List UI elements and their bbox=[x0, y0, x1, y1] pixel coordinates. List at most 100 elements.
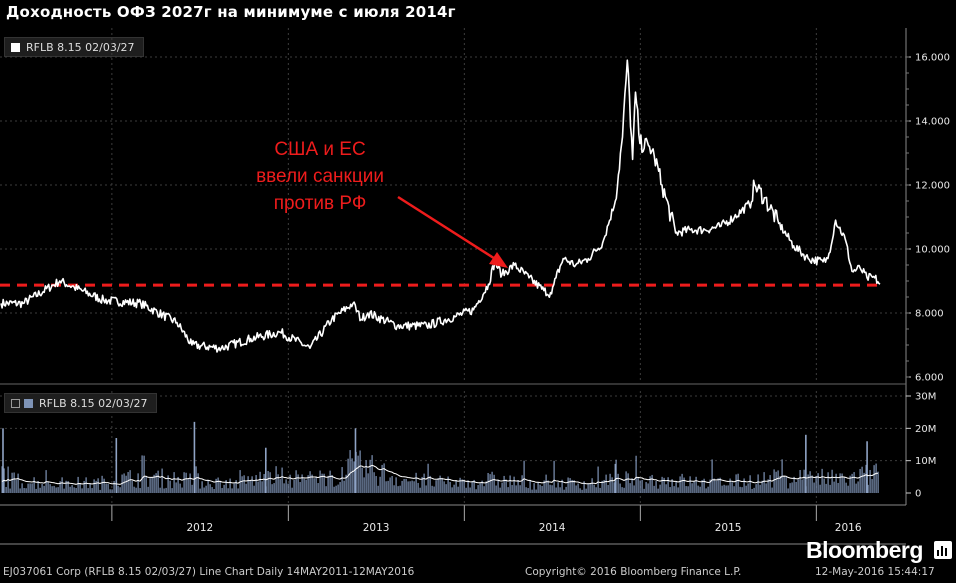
volume-bar bbox=[447, 476, 449, 493]
volume-bar bbox=[469, 487, 471, 493]
volume-bar bbox=[23, 487, 25, 493]
year-label: 2016 bbox=[835, 522, 862, 534]
volume-bar bbox=[699, 486, 701, 493]
volume-bar bbox=[693, 481, 695, 493]
volume-bar bbox=[877, 471, 879, 493]
volume-bar bbox=[873, 465, 875, 493]
volume-bar bbox=[645, 482, 647, 493]
volume-legend-label: RFLB 8.15 02/03/27 bbox=[39, 396, 148, 410]
volume-bar bbox=[311, 474, 313, 493]
annotation-line-2: ввели санкции bbox=[256, 166, 384, 187]
volume-bar bbox=[139, 488, 141, 493]
volume-bar bbox=[47, 482, 49, 493]
annotation-arrow bbox=[397, 195, 501, 264]
volume-bar bbox=[357, 455, 359, 493]
volume-bar bbox=[433, 486, 435, 493]
volume-bar bbox=[185, 472, 187, 493]
volume-bar bbox=[707, 486, 709, 493]
volume-bar bbox=[423, 473, 425, 493]
volume-bar bbox=[67, 481, 69, 493]
volume-bar bbox=[363, 477, 365, 493]
volume-bar bbox=[287, 483, 289, 493]
volume-bar bbox=[631, 478, 633, 493]
volume-bar bbox=[11, 472, 13, 493]
volume-bar bbox=[763, 472, 765, 493]
volume-bar bbox=[151, 477, 153, 493]
volume-bar bbox=[57, 487, 59, 493]
volume-bar bbox=[381, 464, 383, 493]
volume-bar bbox=[61, 477, 63, 493]
volume-bar bbox=[717, 478, 719, 493]
volume-bar bbox=[807, 474, 809, 493]
volume-bar bbox=[809, 471, 811, 493]
volume-bar bbox=[351, 458, 353, 493]
volume-bar bbox=[743, 478, 745, 493]
volume-bar bbox=[559, 487, 561, 493]
volume-bar bbox=[657, 488, 659, 493]
volume-bar bbox=[583, 481, 585, 493]
volume-bar bbox=[481, 480, 483, 493]
volume-bar bbox=[679, 476, 681, 493]
volume-bar bbox=[421, 476, 423, 493]
volume-bar bbox=[129, 470, 131, 493]
volume-bar bbox=[865, 464, 867, 493]
volume-bar bbox=[269, 472, 271, 493]
volume-bar bbox=[277, 474, 279, 493]
volume-bar bbox=[19, 488, 21, 493]
volume-bar bbox=[823, 478, 825, 493]
volume-bar bbox=[263, 474, 265, 493]
volume-bar-peak bbox=[866, 441, 868, 493]
volume-bar bbox=[283, 483, 285, 493]
volume-bar bbox=[829, 484, 831, 493]
volume-bar bbox=[133, 486, 135, 493]
volume-bar bbox=[531, 489, 533, 493]
volume-bar bbox=[247, 476, 249, 493]
volume-bar bbox=[607, 484, 609, 493]
volume-bar bbox=[603, 479, 605, 493]
volume-bar bbox=[621, 487, 623, 493]
volume-bar bbox=[195, 466, 197, 493]
volume-bar bbox=[853, 472, 855, 493]
volume-tick-label: 30M bbox=[915, 392, 936, 403]
volume-bar bbox=[333, 486, 335, 493]
volume-bar bbox=[159, 487, 161, 493]
volume-bar bbox=[813, 482, 815, 493]
volume-bar bbox=[507, 487, 509, 493]
volume-bar bbox=[845, 482, 847, 493]
volume-bar bbox=[145, 476, 147, 493]
volume-bar bbox=[127, 472, 129, 493]
volume-bar bbox=[691, 483, 693, 493]
volume-bar bbox=[107, 483, 109, 493]
volume-bar bbox=[341, 467, 343, 493]
volume-bar bbox=[187, 478, 189, 493]
volume-tick-label: 10M bbox=[915, 456, 936, 467]
volume-bar bbox=[769, 475, 771, 493]
volume-bar bbox=[569, 478, 571, 493]
volume-bar bbox=[95, 480, 97, 493]
volume-bar bbox=[493, 474, 495, 493]
volume-bar bbox=[251, 476, 253, 493]
volume-bar bbox=[729, 478, 731, 493]
volume-bar bbox=[327, 475, 329, 493]
volume-bar bbox=[97, 478, 99, 493]
volume-bar bbox=[591, 478, 593, 493]
volume-bar bbox=[221, 488, 223, 493]
volume-bar bbox=[449, 481, 451, 493]
volume-bar bbox=[533, 483, 535, 493]
volume-bar bbox=[209, 484, 211, 493]
volume-bar bbox=[731, 482, 733, 493]
volume-axis-ticks: 0 10M 20M 30M bbox=[906, 392, 936, 500]
volume-bar bbox=[183, 472, 185, 493]
volume-bar bbox=[827, 472, 829, 493]
volume-bar bbox=[505, 479, 507, 493]
volume-bar bbox=[529, 480, 531, 493]
volume-legend-toggle[interactable] bbox=[11, 398, 20, 408]
volume-bar bbox=[599, 487, 601, 493]
volume-bar bbox=[223, 484, 225, 493]
volume-bar bbox=[535, 489, 537, 493]
volume-bar bbox=[745, 485, 747, 493]
volume-bar bbox=[307, 475, 309, 493]
volume-bar bbox=[319, 470, 321, 493]
volume-bar bbox=[789, 483, 791, 493]
volume-bar bbox=[875, 463, 877, 493]
